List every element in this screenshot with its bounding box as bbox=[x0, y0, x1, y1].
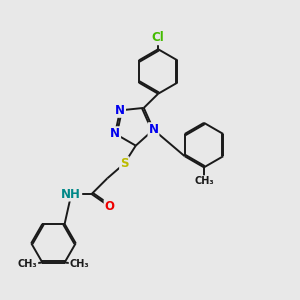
Text: NH: NH bbox=[61, 188, 81, 201]
Text: N: N bbox=[148, 123, 158, 136]
Text: CH₃: CH₃ bbox=[18, 259, 38, 269]
Text: S: S bbox=[120, 157, 129, 170]
Text: O: O bbox=[105, 200, 115, 213]
Text: N: N bbox=[115, 104, 125, 117]
Text: Cl: Cl bbox=[152, 31, 165, 44]
Text: CH₃: CH₃ bbox=[70, 259, 89, 269]
Text: N: N bbox=[110, 127, 120, 140]
Text: CH₃: CH₃ bbox=[194, 176, 214, 186]
